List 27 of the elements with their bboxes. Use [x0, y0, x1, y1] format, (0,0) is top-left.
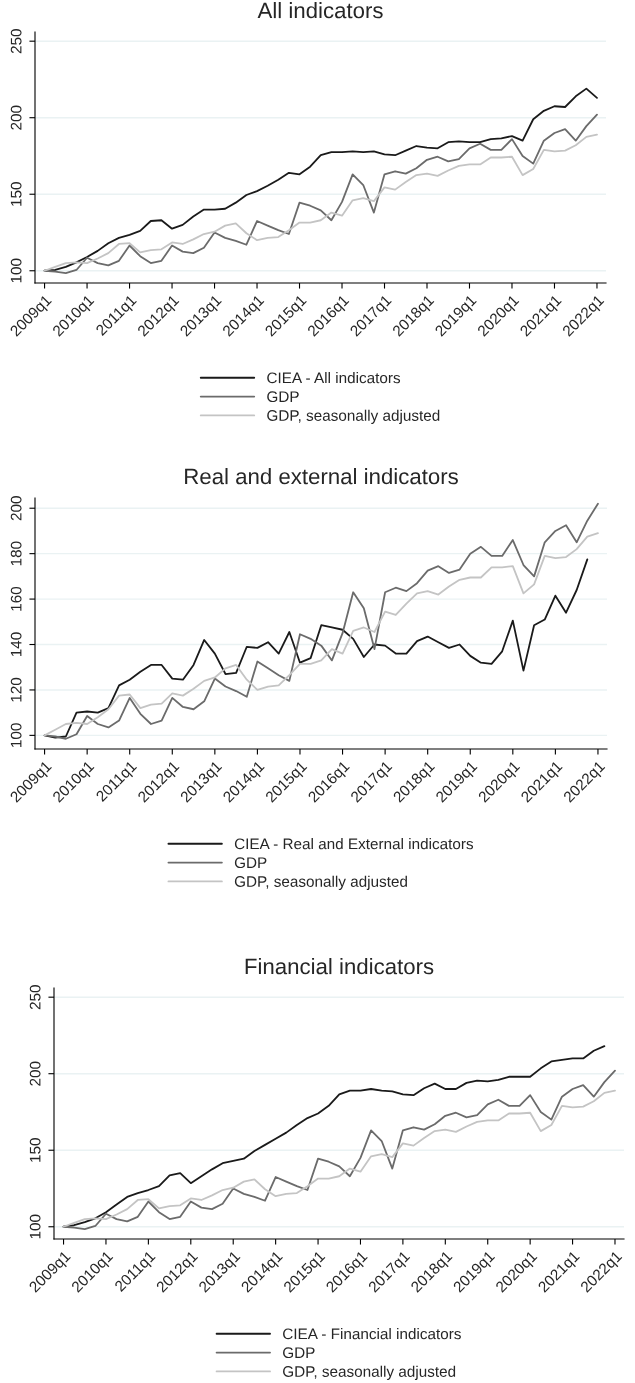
y-tick-label: 150: [29, 1138, 41, 1162]
y-tick-label: 180: [10, 541, 22, 566]
legend-label: GDP: [234, 857, 267, 869]
legend-label: GDP, seasonally adjusted: [267, 409, 440, 424]
y-tick-label: 160: [10, 586, 22, 611]
line-series: [43, 558, 589, 739]
y-tick-label: 100: [29, 1214, 41, 1239]
y-tick-label: 200: [10, 496, 22, 521]
y-tick-label: 100: [10, 723, 22, 747]
chart-title: Financial indicators: [245, 958, 434, 975]
legend-label: CIEA - Financial indicators: [283, 1328, 461, 1340]
y-tick-label: 250: [10, 29, 22, 54]
legend-label: GDP, seasonally adjusted: [283, 1365, 456, 1380]
y-tick-label: 100: [10, 258, 22, 283]
y-tick-label: 140: [10, 632, 22, 657]
y-tick-label: 150: [10, 182, 22, 206]
y-tick-label: 200: [10, 105, 22, 130]
y-tick-label: 200: [29, 1061, 41, 1086]
legend-label: GDP, seasonally adjusted: [234, 875, 407, 890]
legend-label: GDP: [267, 391, 299, 403]
chart-title: Real and external indicators: [185, 468, 458, 485]
y-tick-label: 250: [29, 985, 41, 1010]
legend-label: CIEA - Real and External indicators: [234, 838, 474, 850]
legend-label: GDP: [283, 1347, 315, 1359]
y-tick-label: 120: [10, 677, 22, 702]
legend-label: CIEA - All indicators: [267, 372, 401, 384]
chart-title: All indicators: [257, 2, 383, 19]
